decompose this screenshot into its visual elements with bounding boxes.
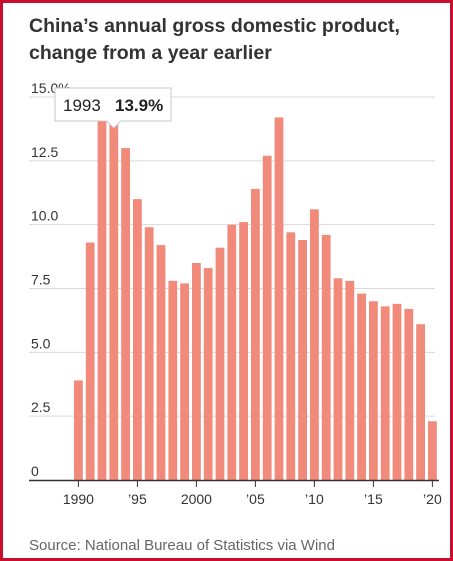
- x-tick-label: ’05: [246, 491, 265, 507]
- bar-2004[interactable]: [239, 222, 248, 480]
- y-tick-label: 10.0: [31, 208, 58, 224]
- x-tick-label: ’20: [423, 491, 442, 507]
- x-tick-label: ’95: [128, 491, 147, 507]
- chart-title-line-1: China’s annual gross domestic product,: [29, 15, 400, 37]
- bar-1991[interactable]: [85, 242, 95, 480]
- bar-1992[interactable]: [97, 117, 107, 480]
- bar-1997[interactable]: [156, 245, 166, 480]
- bar-2001[interactable]: [203, 268, 213, 480]
- y-tick-label: 0: [31, 463, 39, 479]
- y-tick-label: 7.5: [31, 272, 51, 288]
- tooltip-value: 13.9%: [115, 96, 163, 115]
- bar-2013[interactable]: [345, 280, 355, 480]
- tooltip-year: 1993: [63, 96, 101, 115]
- y-tick-label: 12.5: [31, 144, 58, 160]
- tooltip: 1993 13.9%: [54, 87, 172, 129]
- bar-1994[interactable]: [121, 148, 130, 481]
- bar-2015[interactable]: [369, 301, 378, 480]
- bar-1990[interactable]: [74, 380, 83, 480]
- bar-1996[interactable]: [144, 227, 154, 480]
- bar-2014[interactable]: [357, 293, 366, 480]
- bar-2010[interactable]: [310, 209, 319, 480]
- bar-2009[interactable]: [298, 239, 307, 480]
- bars-group: [74, 117, 437, 481]
- bar-2018[interactable]: [404, 308, 414, 480]
- bar-2007[interactable]: [274, 117, 284, 480]
- y-axis: 02.55.07.510.012.515.0%: [31, 80, 71, 479]
- bar-2000[interactable]: [192, 262, 201, 480]
- x-tick-label: ’15: [364, 491, 383, 507]
- bar-1999[interactable]: [180, 283, 189, 480]
- tooltip-box: [54, 87, 172, 129]
- bar-1993[interactable]: [109, 125, 119, 480]
- chart-title-line-2: change from a year earlier: [29, 42, 272, 64]
- y-tick-label: 5.0: [31, 335, 51, 351]
- source-note: Source: National Bureau of Statistics vi…: [29, 537, 335, 554]
- bar-2012[interactable]: [333, 278, 343, 480]
- y-tick-label: 2.5: [31, 399, 51, 415]
- bar-2019[interactable]: [416, 324, 425, 480]
- bar-2011[interactable]: [321, 234, 331, 480]
- bar-2002[interactable]: [215, 247, 225, 480]
- bar-1998[interactable]: [168, 280, 178, 480]
- chart-title: China’s annual gross domestic product, c…: [29, 13, 439, 67]
- x-tick-label: 1990: [63, 491, 94, 507]
- x-tick-label: ’10: [305, 491, 324, 507]
- bar-2006[interactable]: [262, 155, 272, 480]
- bar-2008[interactable]: [286, 232, 296, 480]
- bar-2020[interactable]: [428, 421, 437, 480]
- x-axis: 1990 ’95 2000 ’05 ’10 ’15 ’20: [29, 479, 442, 507]
- x-tick-label: 2000: [181, 491, 212, 507]
- bar-2017[interactable]: [392, 303, 402, 480]
- bar-chart: 02.55.07.510.012.515.0% 1990’95 2000’05’1…: [29, 80, 442, 507]
- bar-2003[interactable]: [227, 224, 237, 480]
- bar-2005[interactable]: [251, 188, 260, 481]
- bar-1995[interactable]: [133, 199, 142, 480]
- bar-2016[interactable]: [380, 306, 390, 480]
